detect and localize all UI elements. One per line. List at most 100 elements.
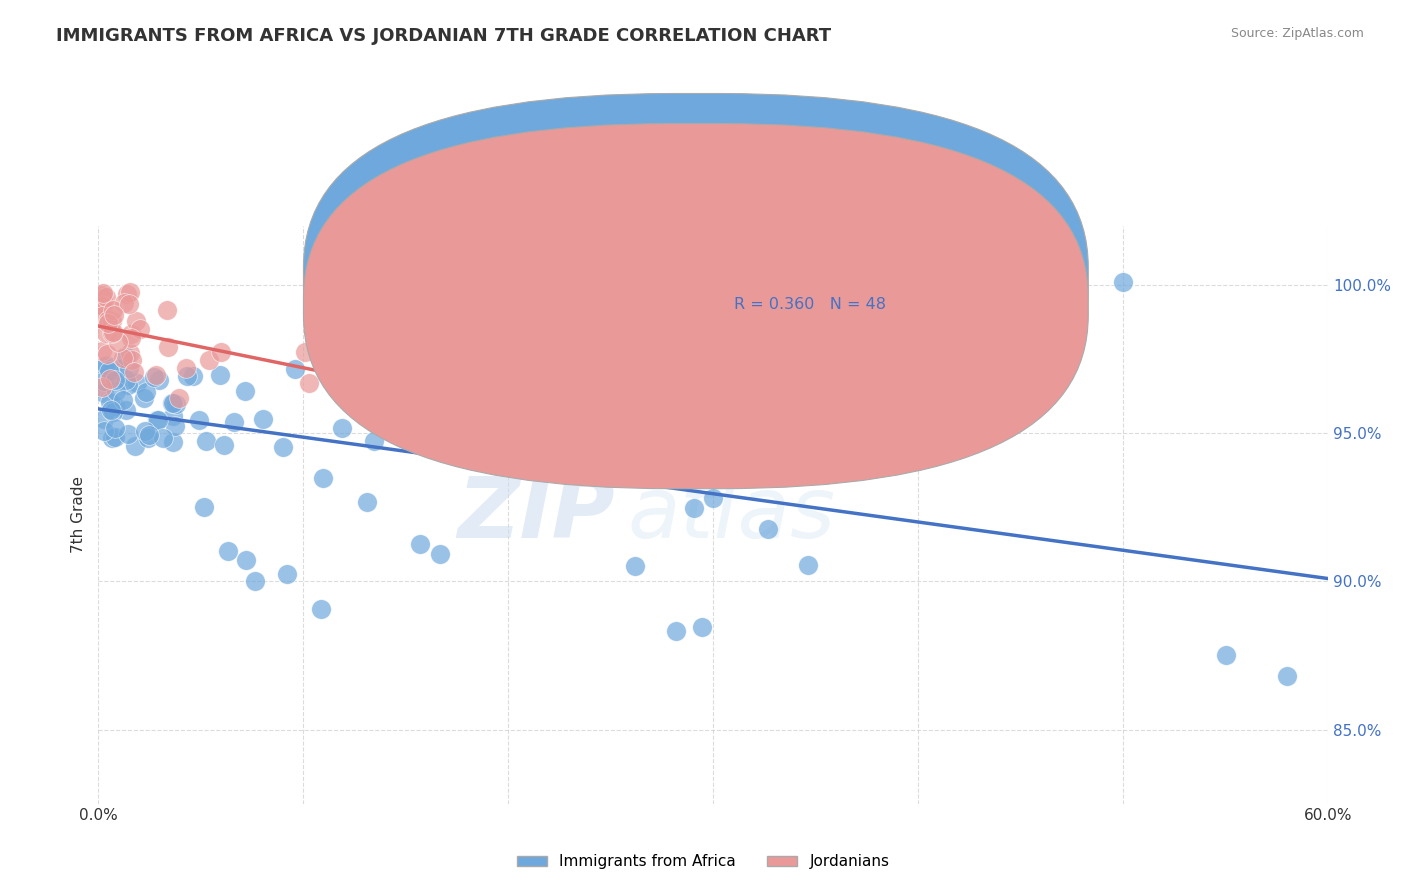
Point [1112, 275, 1135, 289]
Point [115, 350, 138, 364]
Point [91, 380, 114, 394]
Point [134, 391, 156, 405]
Point [312, 471, 335, 485]
Point [143, 369, 166, 384]
Y-axis label: 7th Grade: 7th Grade [72, 476, 86, 553]
Point [103, 325, 125, 339]
Point [389, 382, 412, 396]
Point [252, 411, 274, 425]
Point [93, 374, 115, 388]
Point [271, 441, 294, 455]
Point [162, 435, 184, 450]
Point [103, 302, 125, 317]
Point [120, 327, 142, 342]
Point [120, 331, 142, 345]
Point [309, 601, 332, 615]
Point [118, 297, 141, 311]
Point [235, 553, 257, 567]
Point [209, 368, 232, 383]
Point [866, 450, 889, 464]
Point [409, 536, 432, 550]
Point [101, 313, 124, 327]
Point [328, 377, 350, 392]
Point [122, 365, 145, 379]
Point [702, 491, 724, 506]
Point [107, 362, 129, 376]
Point [94, 290, 117, 304]
Point [104, 374, 127, 388]
Point [243, 574, 266, 589]
Point [661, 441, 683, 455]
Point [624, 559, 647, 574]
Point [117, 377, 139, 392]
Point [374, 376, 396, 391]
Point [284, 361, 307, 376]
Point [111, 351, 134, 365]
Point [330, 420, 353, 434]
Point [478, 368, 501, 383]
Text: R = 0.360   N = 48: R = 0.360 N = 48 [734, 297, 886, 312]
Point [212, 438, 235, 452]
Point [96, 326, 118, 340]
Point [157, 340, 180, 354]
Point [134, 424, 156, 438]
Point [1275, 669, 1298, 683]
Point [91, 286, 114, 301]
Point [222, 415, 245, 429]
Point [101, 431, 124, 445]
Point [120, 285, 142, 299]
Point [136, 432, 159, 446]
Point [118, 345, 141, 359]
Point [415, 332, 437, 346]
Point [276, 566, 298, 581]
Point [96, 313, 118, 327]
Point [690, 620, 713, 634]
Legend: Immigrants from Africa, Jordanians: Immigrants from Africa, Jordanians [510, 848, 896, 875]
Point [125, 376, 148, 391]
Point [356, 495, 378, 509]
Point [176, 360, 198, 375]
Point [103, 309, 125, 323]
Point [163, 418, 186, 433]
Point [124, 439, 146, 453]
Point [93, 412, 115, 426]
Point [294, 344, 316, 359]
Point [162, 395, 184, 409]
Point [104, 430, 127, 444]
Point [198, 353, 221, 368]
Point [98, 394, 121, 409]
Point [195, 434, 218, 449]
Point [167, 391, 190, 405]
Point [101, 364, 124, 378]
Point [98, 372, 121, 386]
Point [373, 403, 395, 417]
Point [96, 346, 118, 360]
Point [463, 428, 485, 442]
Point [363, 434, 385, 449]
Point [111, 393, 134, 408]
Point [115, 403, 138, 417]
Point [523, 376, 546, 391]
Point [135, 384, 157, 399]
Point [138, 427, 160, 442]
Point [385, 355, 408, 369]
Point [103, 399, 125, 413]
Point [93, 360, 115, 375]
Text: atlas: atlas [627, 474, 835, 557]
Point [103, 404, 125, 418]
Point [233, 384, 256, 399]
FancyBboxPatch shape [304, 94, 1088, 458]
Point [217, 543, 239, 558]
Point [796, 558, 818, 572]
Point [93, 299, 115, 313]
Point [91, 287, 114, 301]
Point [93, 291, 115, 305]
Point [160, 396, 183, 410]
Point [298, 376, 321, 390]
FancyBboxPatch shape [645, 252, 1039, 342]
Point [96, 359, 118, 373]
Point [429, 548, 451, 562]
Text: Source: ZipAtlas.com: Source: ZipAtlas.com [1230, 27, 1364, 40]
Point [107, 334, 129, 349]
Text: ZIP: ZIP [457, 474, 614, 557]
